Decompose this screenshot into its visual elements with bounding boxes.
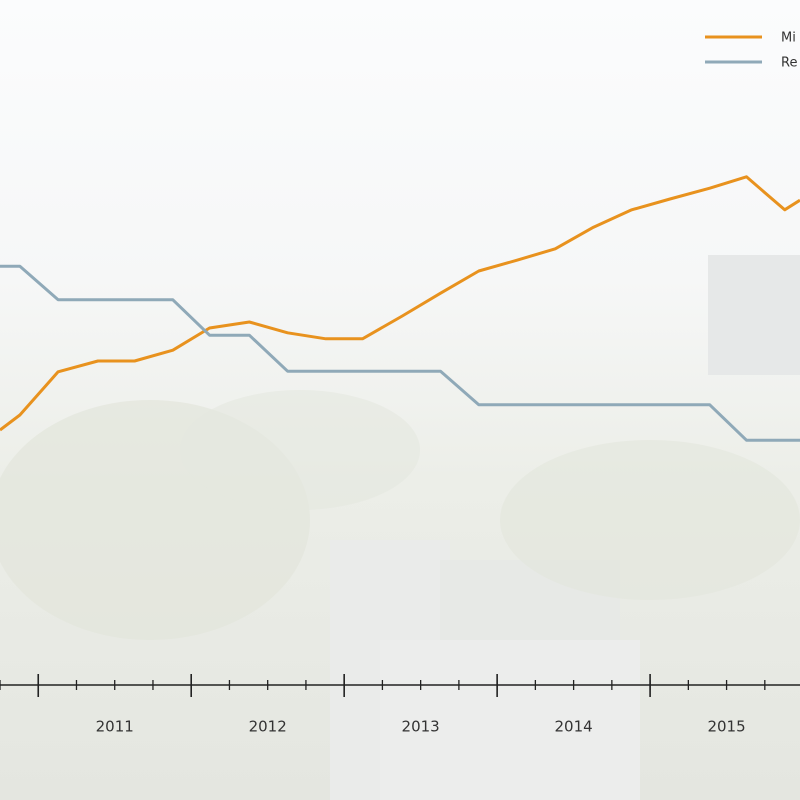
legend-label: Re	[781, 56, 797, 71]
series-line	[0, 175, 800, 432]
x-tick-label: 2014	[555, 718, 593, 736]
x-tick-label: 2013	[402, 718, 440, 736]
legend-label: Mi	[781, 31, 796, 46]
x-tick-label: 2015	[707, 718, 745, 736]
x-tick-label: 2011	[96, 718, 134, 736]
series-line	[0, 264, 800, 442]
x-tick-label: 2012	[249, 718, 287, 736]
